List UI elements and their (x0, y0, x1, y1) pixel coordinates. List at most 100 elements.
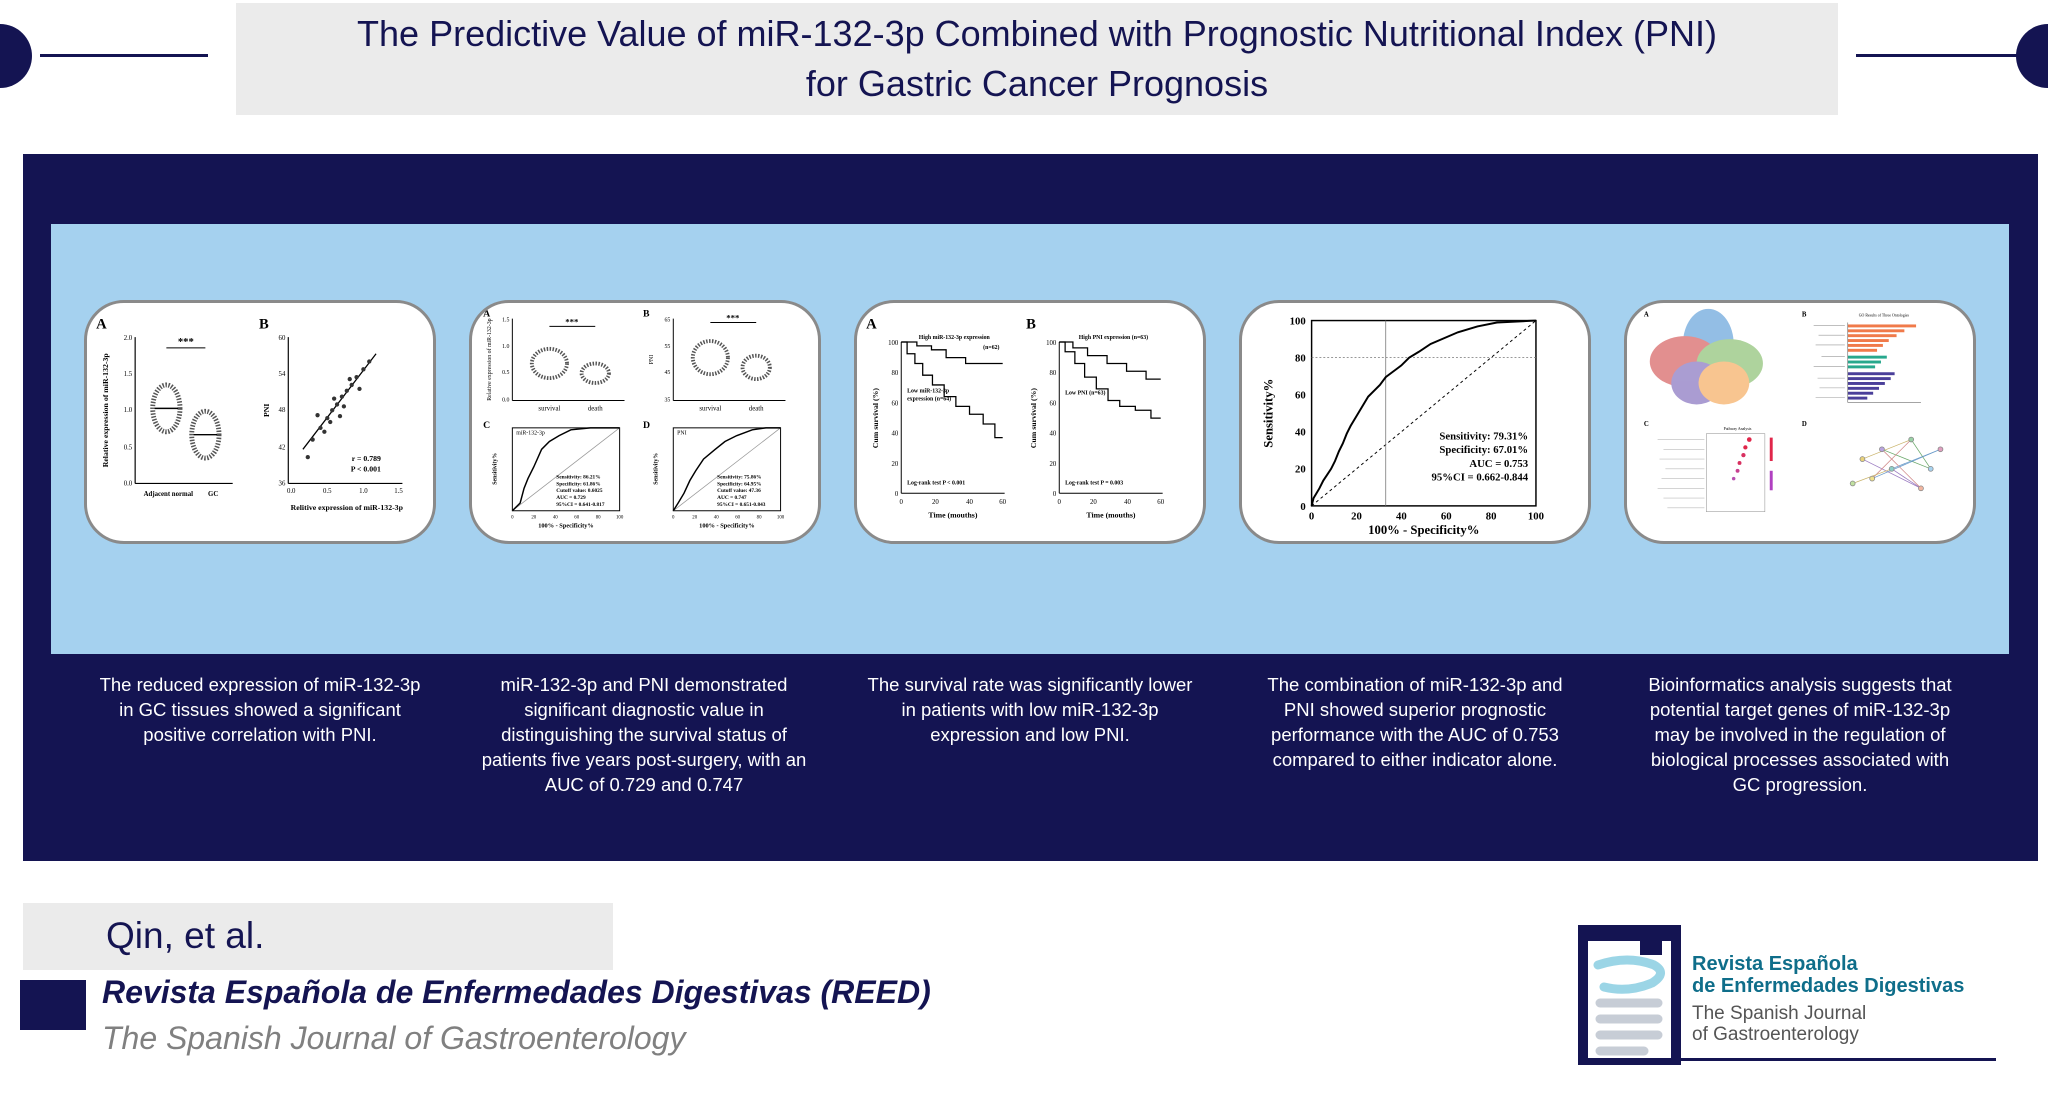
caption-diagnostic-value: miR-132-3p and PNI demonstrated signific… (481, 674, 807, 795)
roc-curve (1310, 319, 1536, 507)
panel-letter-c: C (483, 420, 490, 431)
decorative-line-left (40, 54, 208, 57)
roc-curve (672, 427, 781, 512)
x-tick: 40 (553, 516, 558, 521)
caption-expression-correlation: The reduced expression of miR-132-3p in … (99, 674, 421, 745)
x-tick: 60 (1441, 511, 1452, 523)
x-tick: 40 (1396, 511, 1407, 523)
km-label-high-n: (n=62) (983, 344, 999, 351)
y-tick: 1.0 (124, 407, 133, 414)
roc-stat: Specificity: 64.95% (717, 481, 761, 487)
go-bar-chart (1813, 322, 1921, 403)
x-tick: 80 (757, 516, 762, 521)
caption-survival-curves: The survival rate was significantly lowe… (867, 674, 1193, 745)
y-tick: 1.0 (502, 344, 509, 350)
x-tick: 40 (966, 499, 973, 506)
y-axis-title: Cum survival (%) (1029, 388, 1038, 449)
roc-stat: 95%CI = 0.641-0.817 (556, 502, 605, 508)
y-tick: 40 (1295, 427, 1306, 439)
roc-stat: Cutoff value: 47.36 (717, 488, 761, 494)
km-curve-high (901, 341, 1003, 365)
x-axis-title: Time (mouths) (1086, 511, 1135, 520)
x-tick: 0 (672, 516, 675, 521)
figure-card-combined-roc: Sensitivity: 79.31% Specificity: 67.01% … (1239, 300, 1591, 544)
x-tick: 100 (1528, 511, 1544, 523)
x-tick: 0 (1309, 511, 1314, 523)
x-tick: 20 (1351, 511, 1362, 523)
logo-subtitle-line1: The Spanish Journal (1692, 1003, 1867, 1024)
x-label-death: death (588, 405, 603, 412)
roc-stat: Specificity: 67.01% (1439, 444, 1528, 456)
figure-card-expression-correlation: A B 2.0 1.5 1.0 0.5 0.0 Relative express… (84, 300, 436, 544)
x-tick: 20 (531, 516, 536, 521)
y-tick: 60 (1295, 390, 1306, 402)
roc-y-title: Sensitivity% (493, 453, 499, 485)
x-tick: 1.5 (394, 488, 403, 495)
km-label-low: Low miR-132-3p (907, 389, 950, 395)
y-tick: 48 (279, 407, 286, 414)
scatter-cloud-gc (189, 408, 222, 461)
decorative-line-right (1856, 54, 2024, 57)
panel-letter-b: B (1802, 312, 1807, 319)
journal-name: Revista Española de Enfermedades Digesti… (102, 974, 931, 1010)
x-label-adjacent-normal: Adjacent normal (144, 491, 193, 498)
roc-curve (511, 427, 620, 512)
significance-marker: *** (726, 313, 740, 323)
x-tick: 40 (1124, 499, 1131, 506)
diagnostic-value-figure: A B C D 1.5 1.0 0.5 0.0 Relative express… (483, 309, 786, 529)
x-tick: 0 (900, 499, 904, 506)
roc-stat: Cutoff value: 0.6025 (556, 488, 603, 494)
km-label-high: High PNI expression (n=63) (1079, 334, 1148, 341)
x-axis-title: Relitive expression of miR-132-3p (291, 503, 404, 512)
y-tick: 55 (665, 344, 671, 350)
journal-square-icon (20, 980, 86, 1030)
x-tick: 60 (574, 516, 579, 521)
x-axis-title: 100% - Specificity% (1368, 523, 1479, 537)
y-tick: 20 (1050, 461, 1057, 468)
y-tick: 45 (665, 370, 671, 376)
author: Qin, et al. (106, 915, 265, 956)
roc-legend: miR-132-3p (516, 431, 545, 437)
combined-roc-figure: Sensitivity: 79.31% Specificity: 67.01% … (1262, 315, 1544, 537)
go-chart-title: GO Results of Three Ontologies (1859, 314, 1910, 318)
decorative-dot-right (2016, 24, 2048, 88)
km-curve-high (1059, 341, 1161, 380)
y-tick: 0.5 (124, 444, 133, 451)
bioinformatics-figure: A B C D GO Results of Three Ontologies (1644, 308, 1944, 512)
figure-card-diagnostic-value: A B C D 1.5 1.0 0.5 0.0 Relative express… (469, 300, 821, 544)
y-tick: 36 (279, 480, 286, 487)
y-tick: 0 (1053, 491, 1057, 498)
x-tick: 80 (596, 516, 601, 521)
panel-letter-a: A (866, 316, 877, 332)
y-tick: 20 (1295, 464, 1306, 476)
reference-diagonal (1311, 320, 1537, 507)
significance-marker: *** (178, 336, 194, 348)
x-tick: 20 (932, 499, 939, 506)
logo-subtitle-line2: of Gastroenterology (1692, 1024, 1859, 1045)
figure-card-survival-curves: A B 100 80 60 40 20 0 0 20 40 60 Cum sur… (854, 300, 1206, 544)
roc-frame (1310, 319, 1537, 507)
y-tick: 35 (665, 398, 671, 404)
x-tick: 80 (1486, 511, 1497, 523)
roc-stat: Sensitivity: 86.21% (556, 475, 600, 481)
panel-letter-a: A (483, 309, 490, 320)
x-label-survival: survival (699, 405, 721, 412)
x-tick: 20 (1090, 499, 1097, 506)
digestive-tract-logo-icon (1578, 925, 1681, 1065)
y-axis-title: Cum survival (%) (871, 388, 880, 449)
km-label-low: Low PNI (n=63) (1065, 390, 1105, 397)
x-tick: 0.0 (287, 488, 296, 495)
significance-marker: *** (565, 316, 579, 326)
y-tick: 54 (279, 371, 286, 378)
roc-stat: 95%CI = 0.651-0.843 (717, 502, 766, 508)
pathway-bubble-chart (1657, 433, 1773, 512)
scatter-points (305, 359, 372, 460)
decorative-dot-left (0, 24, 32, 88)
roc-frame (672, 427, 782, 512)
caption-bioinformatics: Bioinformatics analysis suggests that po… (1648, 674, 1952, 795)
roc-stat: Specificity: 61.86% (556, 481, 600, 487)
x-label-survival: survival (538, 405, 560, 412)
y-tick: 60 (279, 335, 286, 342)
logo-rule (1578, 1058, 1996, 1061)
caption-combined-roc: The combination of miR-132-3p and PNI sh… (1267, 674, 1563, 770)
